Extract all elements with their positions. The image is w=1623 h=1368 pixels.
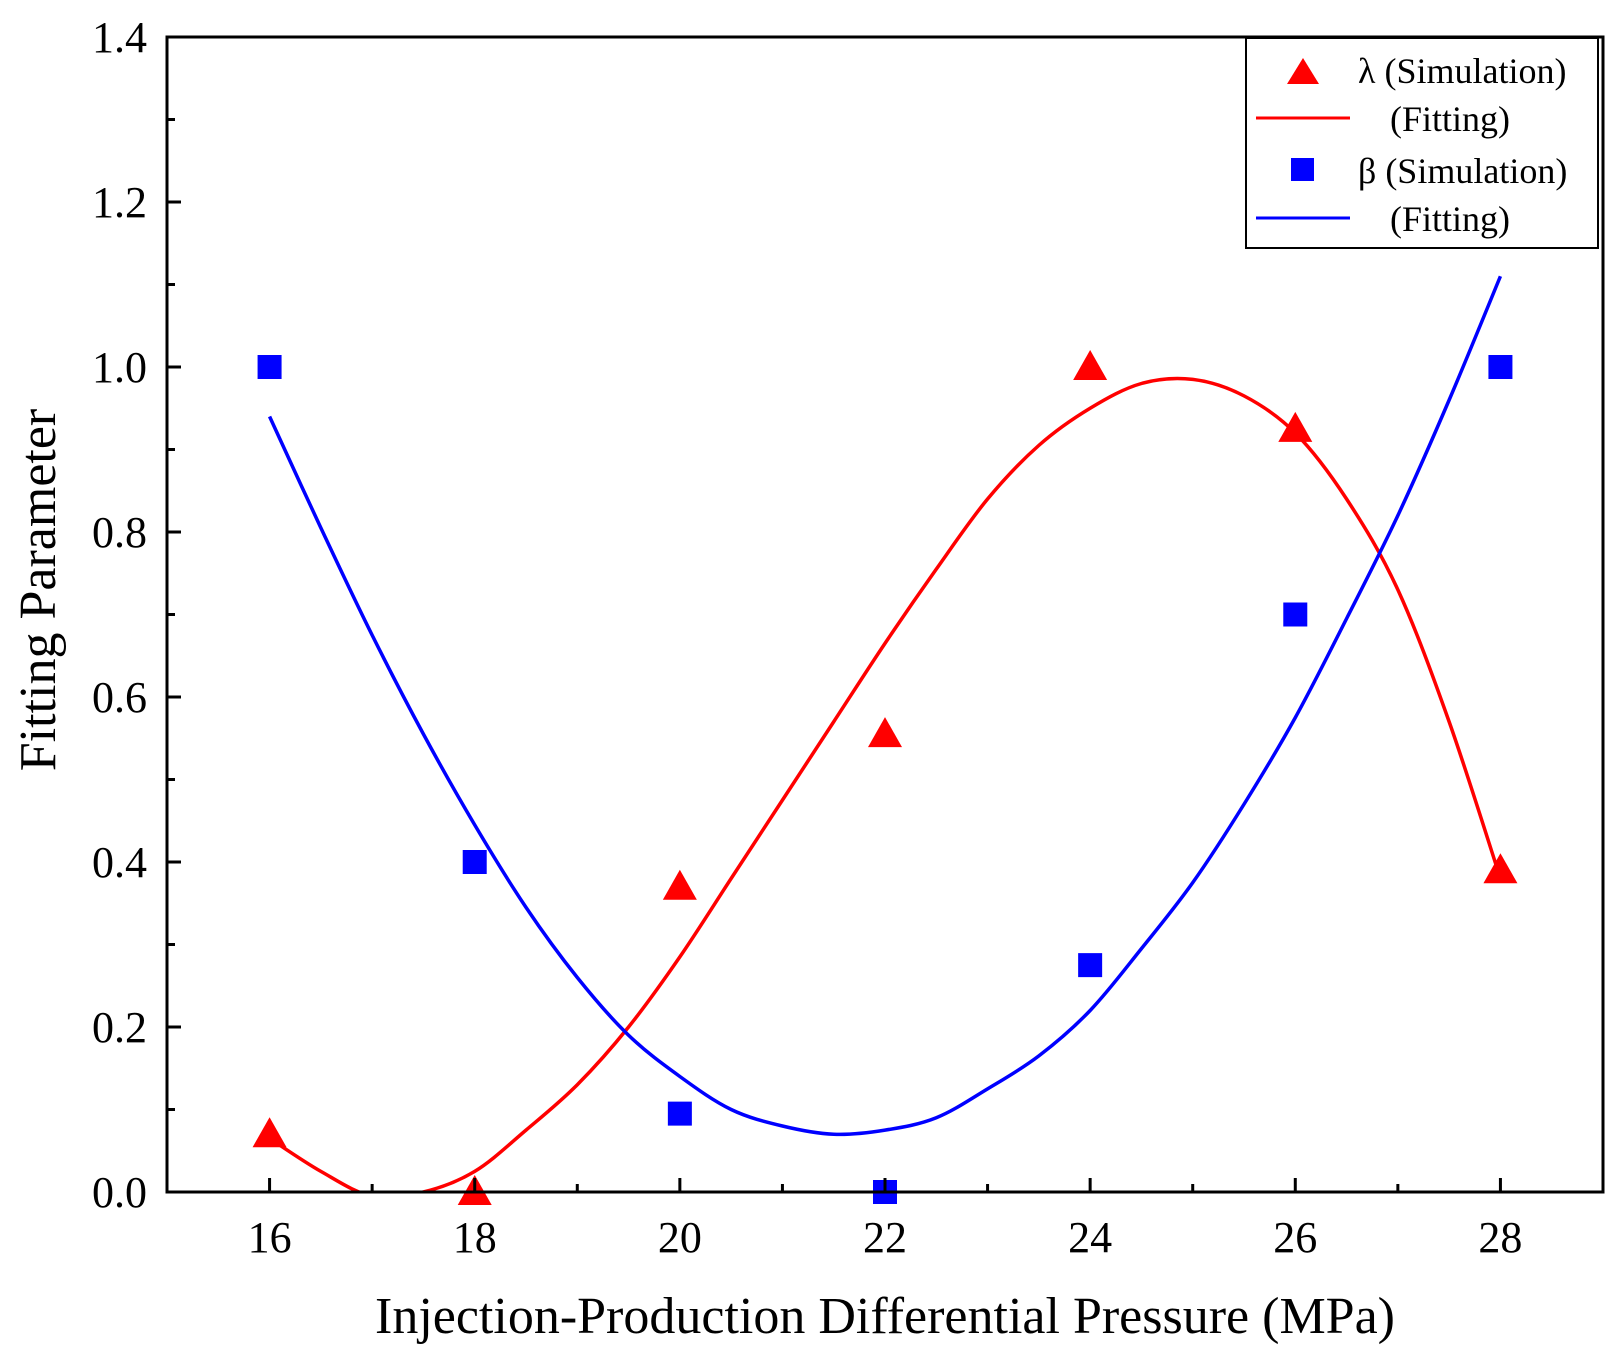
y-tick-label: 0.2 bbox=[92, 1003, 147, 1052]
beta-data-point bbox=[1078, 953, 1103, 978]
y-tick-label: 1.2 bbox=[92, 178, 147, 227]
lambda-data-point bbox=[662, 869, 697, 900]
lambda-fit-curve bbox=[268, 376, 1503, 1192]
lambda-data-point bbox=[1483, 853, 1518, 884]
data-markers bbox=[252, 350, 1518, 1205]
beta-data-point bbox=[1488, 355, 1513, 379]
x-tick-label: 26 bbox=[1273, 1213, 1317, 1262]
fit-curves bbox=[267, 275, 1503, 1192]
x-tick-label: 22 bbox=[863, 1213, 907, 1262]
y-tick-label: 1.4 bbox=[92, 13, 147, 62]
x-tick-label: 24 bbox=[1068, 1213, 1112, 1262]
legend-label-lambda-fitting: (Fitting) bbox=[1390, 99, 1510, 139]
lambda-data-point bbox=[868, 717, 902, 748]
x-tick-label: 16 bbox=[248, 1213, 292, 1262]
x-tick-label: 18 bbox=[453, 1213, 497, 1262]
x-axis: 16 18 20 22 24 26 28 bbox=[165, 1178, 1605, 1262]
y-tick-label: 0.6 bbox=[92, 673, 147, 722]
beta-data-point bbox=[667, 1101, 692, 1126]
x-tick-label: 20 bbox=[658, 1213, 702, 1262]
y-axis: 0.0 0.2 0.4 0.6 0.8 1.0 1.2 1.4 bbox=[92, 13, 181, 1217]
lambda-data-point bbox=[252, 1117, 287, 1148]
legend: λ (Simulation) (Fitting) β (Simulation) … bbox=[1245, 37, 1599, 249]
beta-fit-curve bbox=[267, 275, 1503, 1137]
beta-data-point bbox=[1283, 602, 1308, 627]
y-tick-label: 0.4 bbox=[92, 838, 147, 887]
y-tick-label: 0.8 bbox=[92, 508, 147, 557]
legend-label-beta-simulation: β (Simulation) bbox=[1358, 151, 1567, 191]
legend-square-marker bbox=[1291, 158, 1314, 181]
lambda-data-point bbox=[1073, 350, 1108, 380]
y-tick-label: 1.0 bbox=[92, 343, 147, 392]
legend-triangle-marker bbox=[1287, 58, 1319, 84]
x-tick-label: 28 bbox=[1478, 1213, 1522, 1262]
x-axis-title: Injection-Production Differential Pressu… bbox=[375, 1288, 1395, 1345]
y-tick-label: 0.0 bbox=[92, 1168, 147, 1217]
lambda-data-point bbox=[1278, 411, 1313, 442]
legend-label-lambda-simulation: λ (Simulation) bbox=[1358, 51, 1566, 91]
legend-label-beta-fitting: (Fitting) bbox=[1390, 199, 1510, 239]
beta-data-point bbox=[257, 355, 282, 379]
beta-data-point bbox=[462, 850, 487, 874]
y-axis-title: Fitting Parameter bbox=[10, 409, 67, 771]
